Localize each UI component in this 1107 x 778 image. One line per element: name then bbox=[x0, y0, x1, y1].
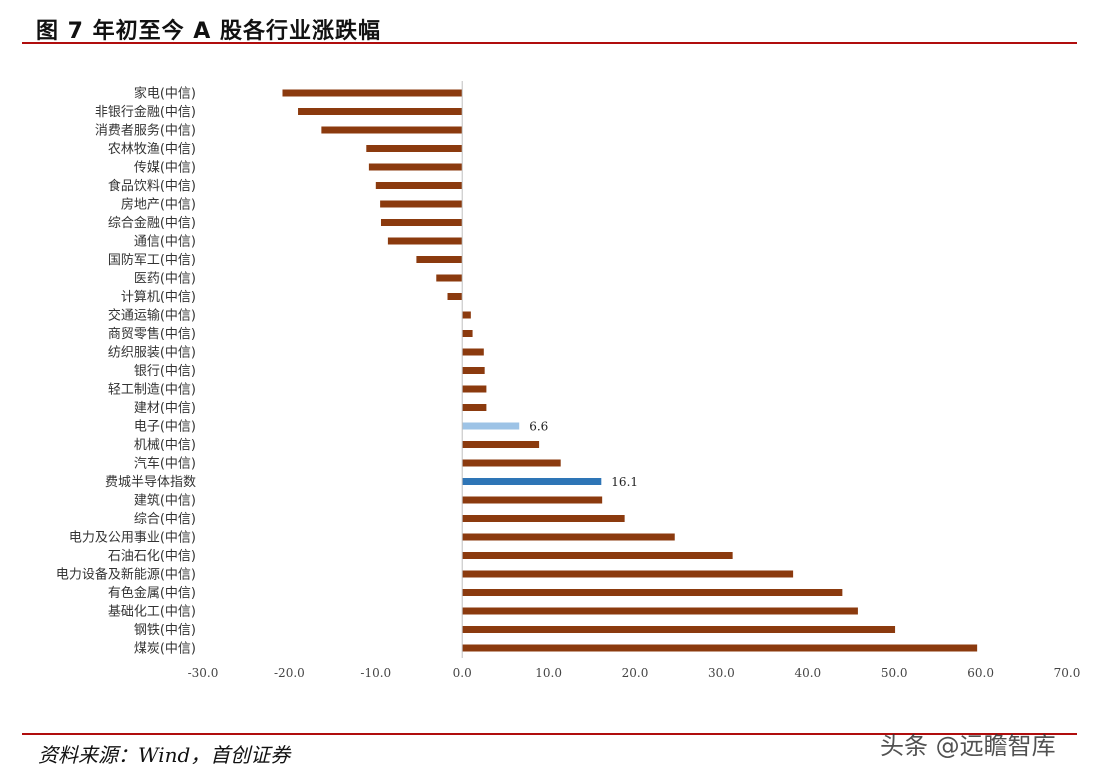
bar bbox=[436, 274, 463, 282]
category-label: 通信(中信) bbox=[134, 235, 196, 250]
bottom-divider bbox=[22, 733, 1077, 735]
category-label: 机械(中信) bbox=[134, 438, 196, 453]
x-tick-label: -10.0 bbox=[360, 666, 391, 680]
category-label: 建筑(中信) bbox=[134, 493, 196, 509]
category-label: 消费者服务(中信) bbox=[95, 123, 196, 139]
category-label: 电力及公用事业(中信) bbox=[69, 531, 196, 546]
x-tick-label: 30.0 bbox=[708, 666, 735, 680]
category-label: 基础化工(中信) bbox=[108, 605, 196, 620]
bar bbox=[462, 367, 485, 374]
watermark: 头条 @远瞻智库 bbox=[880, 732, 1056, 760]
x-tick-label: 20.0 bbox=[622, 666, 649, 680]
category-label: 国防军工(中信) bbox=[108, 252, 196, 268]
bar bbox=[462, 459, 561, 467]
x-tick-label: 50.0 bbox=[881, 666, 908, 680]
category-label: 银行(中信) bbox=[134, 364, 196, 379]
bar bbox=[298, 108, 463, 115]
source-note: 资料来源：Wind，首创证券 bbox=[38, 743, 291, 767]
bar bbox=[462, 589, 843, 596]
category-label: 综合(中信) bbox=[134, 512, 196, 527]
bar bbox=[462, 552, 733, 559]
category-label: 商贸零售(中信) bbox=[108, 326, 196, 342]
category-label: 房地产(中信) bbox=[121, 197, 196, 213]
category-label: 交通运输(中信) bbox=[108, 308, 196, 324]
bar bbox=[368, 163, 463, 171]
top-divider bbox=[22, 42, 1077, 44]
data-label: 16.1 bbox=[611, 475, 638, 489]
bar bbox=[462, 348, 484, 356]
category-label: 石油石化(中信) bbox=[108, 549, 196, 564]
bar bbox=[462, 441, 540, 448]
x-tick-label: 60.0 bbox=[967, 666, 994, 680]
bar bbox=[462, 330, 473, 337]
bar bbox=[380, 200, 463, 208]
bar bbox=[282, 89, 463, 97]
bar bbox=[366, 145, 463, 152]
x-tick-label: 40.0 bbox=[794, 666, 821, 680]
x-tick-label: -30.0 bbox=[188, 666, 219, 680]
bar bbox=[462, 478, 602, 485]
category-label: 有色金属(中信) bbox=[108, 585, 196, 601]
data-label: 6.6 bbox=[529, 420, 548, 434]
bar bbox=[416, 256, 463, 263]
x-tick-label: 0.0 bbox=[453, 666, 472, 680]
category-label: 家电(中信) bbox=[134, 86, 196, 102]
category-label: 计算机(中信) bbox=[121, 290, 196, 305]
bar bbox=[447, 293, 463, 300]
category-label: 电子(中信) bbox=[134, 420, 196, 435]
bar bbox=[462, 385, 487, 393]
category-label: 钢铁(中信) bbox=[134, 623, 196, 638]
bar bbox=[462, 496, 603, 504]
bar-chart: 家电(中信) 非银行金融(中信) 消费者服务(中信) 农林牧渔(中信) 传媒(中信) 食品… bbox=[56, 81, 1081, 680]
category-label: 建材(中信) bbox=[134, 401, 196, 416]
bar bbox=[462, 607, 858, 615]
bar bbox=[380, 219, 463, 226]
bar bbox=[462, 422, 520, 430]
category-label: 汽车(中信) bbox=[134, 456, 196, 472]
bar bbox=[321, 126, 463, 134]
category-label: 传媒(中信) bbox=[134, 161, 196, 176]
category-label: 费城半导体指数 bbox=[105, 475, 196, 490]
x-tick-label: 70.0 bbox=[1054, 666, 1081, 680]
bar bbox=[462, 515, 625, 522]
page-title: 图 7 年初至今 A 股各行业涨跌幅 bbox=[36, 19, 381, 44]
category-label: 食品饮料(中信) bbox=[108, 178, 196, 194]
category-label: 轻工制造(中信) bbox=[108, 383, 196, 398]
bar bbox=[462, 570, 794, 578]
bar bbox=[462, 644, 978, 652]
category-label: 农林牧渔(中信) bbox=[108, 142, 196, 157]
category-label: 综合金融(中信) bbox=[108, 215, 196, 231]
x-tick-label: -20.0 bbox=[274, 666, 305, 680]
bar bbox=[375, 182, 463, 189]
title-bar: 图 7 年初至今 A 股各行业涨跌幅 bbox=[22, 8, 1077, 44]
category-label: 电力设备及新能源(中信) bbox=[56, 567, 196, 583]
bar bbox=[462, 404, 487, 411]
x-tick-label: 10.0 bbox=[535, 666, 562, 680]
category-label: 煤炭(中信) bbox=[134, 642, 196, 657]
category-label: 非银行金融(中信) bbox=[95, 104, 196, 120]
bar bbox=[462, 626, 896, 633]
bar bbox=[462, 311, 471, 319]
category-label: 医药(中信) bbox=[134, 272, 196, 287]
bar bbox=[462, 533, 675, 541]
bar bbox=[387, 237, 463, 245]
category-label: 纺织服装(中信) bbox=[108, 346, 196, 361]
